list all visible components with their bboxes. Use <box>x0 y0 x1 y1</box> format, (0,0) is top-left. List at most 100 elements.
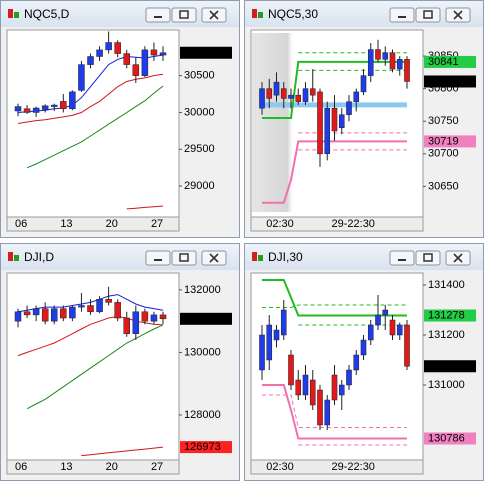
restore-button-box <box>171 250 197 266</box>
price-label: 30841 <box>428 56 459 68</box>
y-tick-label: 131400 <box>428 279 465 291</box>
restore-button[interactable] <box>171 7 197 23</box>
candle-body <box>280 309 287 336</box>
candle-body <box>123 53 130 65</box>
app-icon <box>14 255 19 261</box>
price-label-box <box>424 309 476 322</box>
candle-body <box>338 384 345 396</box>
candle-body <box>346 101 352 115</box>
candle-body <box>141 311 149 322</box>
close-button[interactable] <box>201 250 227 266</box>
candle-body <box>60 101 67 110</box>
minimize-button[interactable] <box>389 7 415 23</box>
indicator-line <box>26 85 164 169</box>
candle-body <box>23 108 31 113</box>
minimize-button[interactable] <box>145 7 171 23</box>
price-label-box <box>180 46 232 59</box>
candle-body <box>295 379 302 396</box>
close-button[interactable] <box>445 7 471 23</box>
candle-body <box>382 52 389 60</box>
candle-body <box>105 42 112 51</box>
window-title: DJI,D <box>24 250 54 264</box>
candle-body <box>96 299 103 313</box>
y-tick-label: 30000 <box>184 106 215 118</box>
candle-body <box>324 399 331 426</box>
candle-body <box>317 389 323 426</box>
candle-body <box>309 379 316 406</box>
window-title: DJI,30 <box>268 250 303 264</box>
minimize-button[interactable] <box>389 250 415 266</box>
restore-button[interactable] <box>415 250 441 266</box>
x-tick-label: 29-22:30 <box>332 461 375 473</box>
price-label: 30811 <box>428 75 458 87</box>
minimize-button[interactable] <box>145 250 171 266</box>
candle-body <box>159 52 167 56</box>
candle-body <box>404 59 410 82</box>
candle-body <box>396 59 403 70</box>
restore-button[interactable] <box>415 7 441 23</box>
indicator-line <box>262 394 407 428</box>
indicator-line <box>262 60 407 119</box>
chart-window: NQC5,D 06 13 20 27 29000 29500 30000 30500 30811 <box>0 0 240 238</box>
indicator-line <box>17 54 164 113</box>
candle-body <box>360 339 367 356</box>
price-label: 131075 <box>184 313 221 325</box>
indicator-line <box>81 446 164 457</box>
candle-body <box>141 49 149 76</box>
candle-body <box>41 105 49 110</box>
y-tick-label: 128000 <box>184 409 221 421</box>
candle-body <box>295 94 302 102</box>
candle-body <box>317 91 323 155</box>
x-tick-label: 20 <box>106 218 118 230</box>
candle-body <box>60 308 67 319</box>
y-tick-label: 130000 <box>184 346 221 358</box>
candle-body <box>389 52 396 70</box>
session-shading <box>252 33 294 212</box>
candle-body <box>132 64 140 76</box>
price-label-box <box>180 312 232 325</box>
price-label-box <box>424 55 476 68</box>
price-label: 131278 <box>428 309 465 321</box>
indicator-line <box>262 279 407 317</box>
x-tick-label: 13 <box>60 218 72 230</box>
minimize-glyph <box>398 259 406 261</box>
x-tick-label: 20 <box>106 461 118 473</box>
candle-body <box>259 334 265 371</box>
y-tick-label: 29500 <box>184 143 215 155</box>
indicator-line <box>17 73 164 124</box>
title-bar <box>245 244 483 270</box>
title-bar <box>1 1 239 27</box>
candle-body <box>353 354 360 371</box>
y-tick-label: 30500 <box>184 70 215 82</box>
restore-button-box <box>415 250 441 266</box>
candle-body <box>23 311 31 316</box>
indicator-line <box>262 384 407 440</box>
candle-body <box>302 374 309 396</box>
candle-body <box>367 49 374 76</box>
candle-body <box>375 314 381 326</box>
chart-window: DJI,30 02:30 29-22:30 131000 131200 131400 131… <box>244 243 484 481</box>
candle-body <box>41 308 49 322</box>
price-label-box <box>424 75 476 88</box>
candle-body <box>382 309 389 316</box>
window-title: NQC5,30 <box>268 7 318 21</box>
candle-body <box>32 308 40 316</box>
y-tick-label: 131000 <box>428 379 465 391</box>
close-button[interactable] <box>445 250 471 266</box>
price-label-box <box>424 135 476 148</box>
y-tick-label: 30750 <box>428 115 459 127</box>
x-tick-label: 06 <box>15 461 27 473</box>
candle-body <box>150 49 158 56</box>
close-button[interactable] <box>201 7 227 23</box>
restore-button[interactable] <box>171 250 197 266</box>
close-glyph <box>209 253 219 263</box>
app-icon <box>252 9 257 18</box>
candle-body <box>259 88 265 109</box>
price-label-box <box>180 441 232 454</box>
indicator-line <box>126 205 164 210</box>
candle-body <box>51 104 58 107</box>
minimize-button-box <box>145 250 171 266</box>
